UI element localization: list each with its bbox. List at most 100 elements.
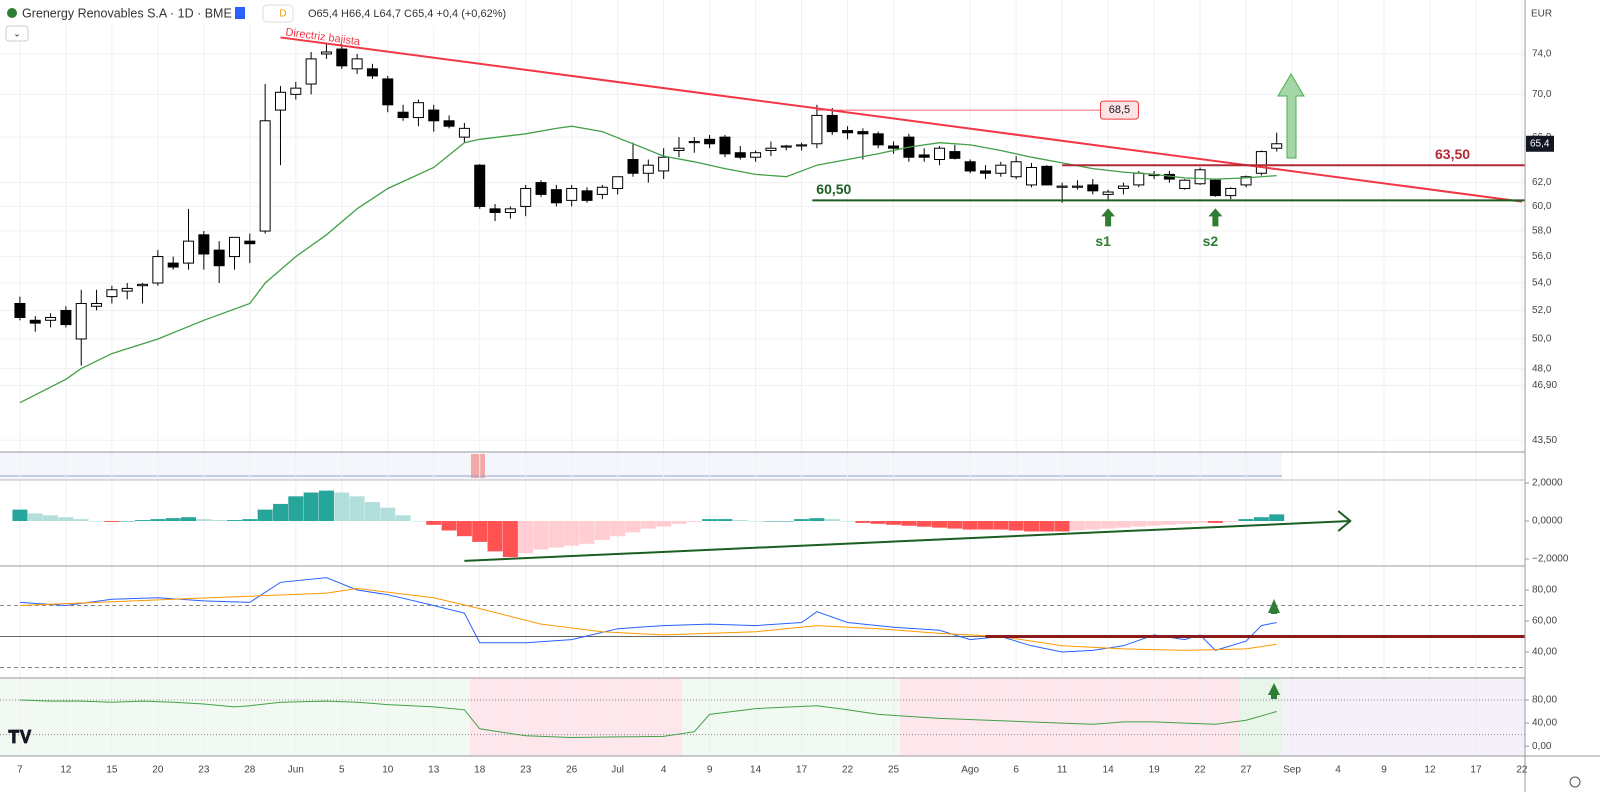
histogram-bar: [1253, 517, 1269, 522]
y-tick-label: −2,0000: [1532, 554, 1569, 565]
histogram-bar: [1008, 521, 1024, 531]
zone: [1282, 678, 1525, 756]
x-tick-label: 17: [796, 765, 808, 776]
candle-body: [106, 289, 118, 298]
candle-body: [290, 87, 302, 95]
volume-spike: [471, 454, 485, 478]
currency: EUR: [1531, 9, 1552, 20]
histogram-bar: [472, 521, 488, 542]
histogram-bar: [579, 521, 595, 544]
symbol-icon: [7, 8, 17, 18]
candle-body: [980, 170, 992, 174]
y-tick-label: 60,0: [1532, 201, 1552, 212]
badge-box[interactable]: [262, 4, 294, 23]
histogram-bar: [349, 496, 365, 522]
x-tick-label: 10: [382, 765, 394, 776]
candle-body: [428, 109, 440, 122]
marker-label: s2: [1203, 233, 1219, 249]
collapse-button[interactable]: [5, 25, 29, 42]
zone: [470, 678, 682, 756]
x-tick-label: 22: [1516, 765, 1528, 776]
series-line: [19, 577, 1277, 653]
x-tick-label: 28: [244, 765, 256, 776]
histogram-bar: [502, 521, 518, 558]
histogram-bar: [717, 519, 733, 522]
histogram-bar: [978, 521, 994, 530]
candle-body: [1010, 161, 1022, 178]
candle-body: [474, 164, 486, 207]
x-tick-label: 22: [1195, 765, 1207, 776]
logo: 𝐓𝐕: [8, 727, 33, 747]
histogram-bar: [732, 520, 748, 522]
x-tick-label: 9: [1381, 765, 1387, 776]
y-tick-label: 62,0: [1532, 177, 1552, 188]
histogram-bar: [886, 521, 902, 525]
histogram-bar: [211, 520, 227, 522]
candle-body: [1117, 185, 1129, 189]
y-tick-label: 58,0: [1532, 226, 1552, 237]
histogram-bar: [426, 521, 442, 525]
header-bg: [0, 0, 520, 26]
volume-pane: [0, 452, 1282, 480]
candle-body: [796, 144, 808, 147]
histogram-bar: [932, 521, 948, 528]
candle-body: [366, 68, 378, 77]
grid: [0, 0, 1529, 756]
candle-body: [167, 262, 179, 268]
candle-body: [719, 136, 731, 155]
note-box: [1099, 100, 1139, 120]
y-tick-label: 43,50: [1532, 435, 1557, 446]
candle-body: [1179, 179, 1191, 189]
candle-body: [121, 287, 133, 292]
flag[interactable]: [235, 7, 245, 19]
x-tick-label: 22: [842, 765, 854, 776]
x-tick-label: 20: [152, 765, 164, 776]
trendline: [280, 36, 1523, 203]
histogram-bar: [43, 515, 59, 522]
candle-body: [1133, 172, 1145, 186]
up-arrow: [1271, 609, 1277, 614]
candle-body: [305, 58, 317, 85]
candle-body: [765, 147, 777, 151]
histogram-bar: [855, 521, 871, 523]
candle-body: [244, 240, 256, 245]
histogram-bar: [1269, 514, 1285, 522]
candle-body: [29, 319, 41, 324]
x-tick-label: 18: [474, 765, 486, 776]
histogram-bar: [119, 521, 135, 522]
marker-label: s1: [1095, 233, 1111, 249]
candle-body: [504, 208, 516, 213]
y-tick-label: 46,90: [1532, 380, 1557, 391]
last-price-tag: [1526, 135, 1554, 152]
up-arrow: [1271, 694, 1277, 699]
candle-body: [152, 256, 164, 284]
histogram-bar: [1223, 521, 1239, 522]
settings[interactable]: [1569, 776, 1581, 788]
marker-arrow: [1208, 208, 1223, 227]
histogram-bar: [548, 521, 564, 548]
x-tick-label: 19: [1149, 765, 1161, 776]
x-tick-label: Jul: [611, 765, 624, 776]
candle-body: [1041, 165, 1053, 186]
histogram-bar: [840, 521, 856, 522]
candle-body: [642, 164, 654, 174]
histogram-bar: [870, 521, 886, 524]
histogram-bar: [272, 503, 288, 522]
candle-body: [888, 145, 900, 149]
series-line: [19, 587, 1277, 651]
histogram-bar: [150, 519, 166, 522]
candle-body: [137, 283, 149, 287]
y-tick-label: 80,00: [1532, 585, 1557, 596]
histogram-bar: [1177, 521, 1193, 524]
y-tick-label: 0,0000: [1532, 516, 1563, 527]
y-tick-label: 54,0: [1532, 278, 1552, 289]
candle-body: [1271, 143, 1283, 149]
candle-body: [443, 120, 455, 127]
x-tick-label: 14: [750, 765, 762, 776]
candle-body: [872, 133, 884, 146]
y-tick-label: 74,0: [1532, 49, 1552, 60]
histogram-bar: [487, 521, 503, 552]
candle-body: [535, 182, 547, 195]
x-tick-label: Sep: [1283, 765, 1301, 776]
